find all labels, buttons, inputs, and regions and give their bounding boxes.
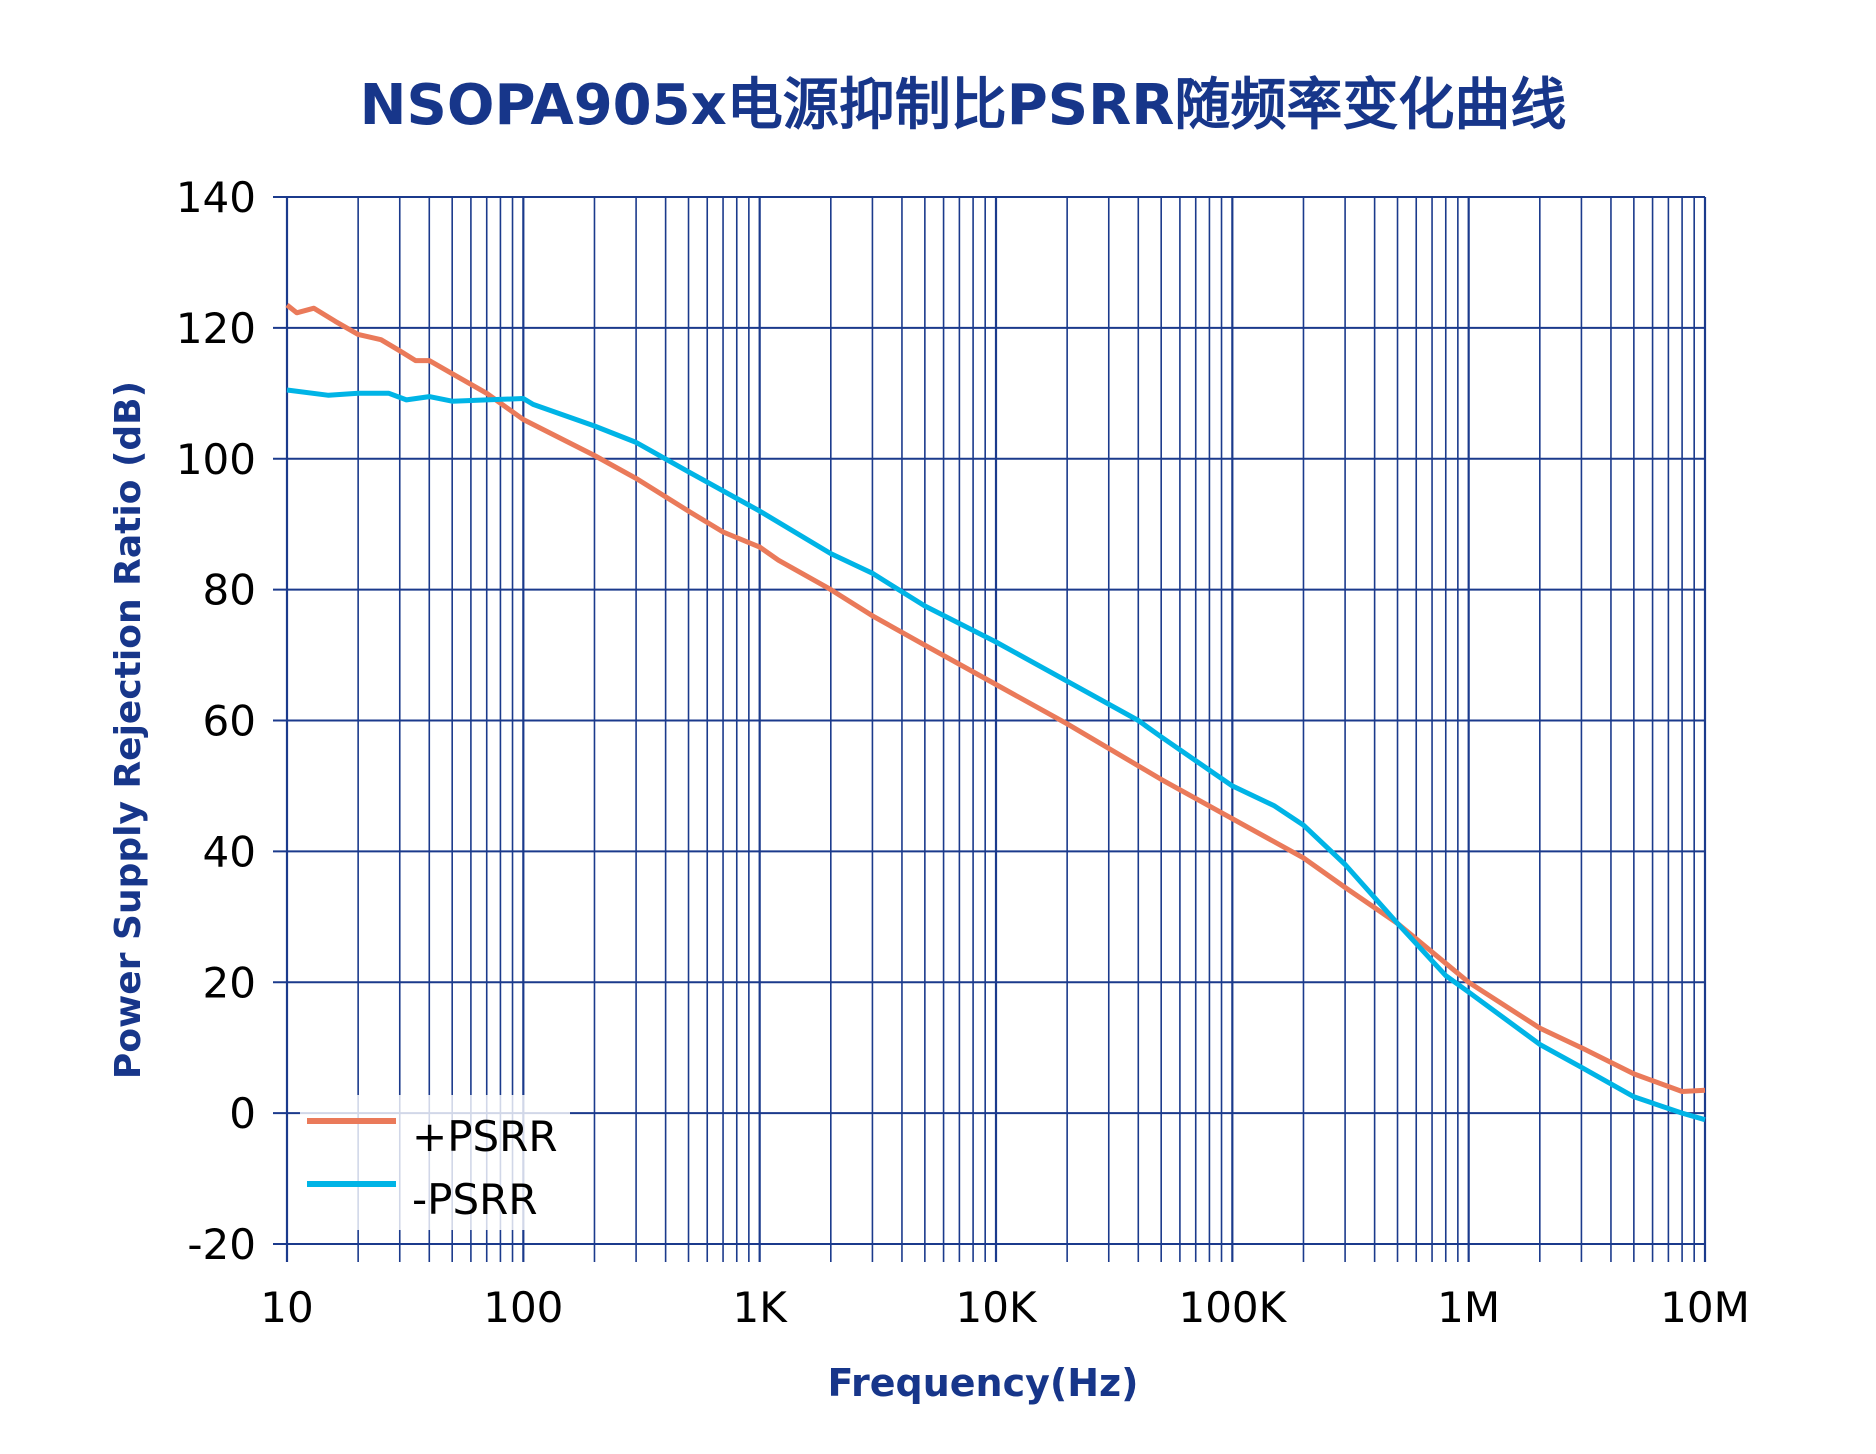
legend-background [300, 1095, 570, 1230]
x-tick-label: 100K [1178, 1283, 1287, 1332]
y-tick-label: 140 [176, 173, 256, 222]
x-tick-label: 10M [1660, 1283, 1750, 1332]
x-tick-label: 10 [260, 1283, 313, 1332]
y-tick-label: -20 [187, 1220, 256, 1269]
y-tick-label: 40 [203, 827, 256, 876]
series-line-plus-psrr [285, 303, 1706, 1094]
series-line-minus-psrr [286, 387, 1706, 1123]
legend: +PSRR -PSRR [300, 1095, 570, 1230]
grid [273, 196, 1707, 1262]
x-tick-labels: 10 100 1K 10K 100K 1M 10M [260, 1283, 1750, 1332]
y-axis-label: Power Supply Rejection Ratio (dB) [108, 381, 149, 1079]
x-tick-label: 1K [733, 1283, 789, 1332]
y-tick-label: 20 [203, 958, 256, 1007]
y-tick-label: 120 [176, 304, 256, 353]
legend-label-minus-psrr: -PSRR [412, 1175, 538, 1224]
y-tick-label: 80 [203, 566, 256, 615]
x-tick-label: 100 [483, 1283, 563, 1332]
x-axis-label: Frequency(Hz) [827, 1361, 1138, 1405]
legend-label-plus-psrr: +PSRR [412, 1112, 558, 1161]
y-tick-label: 100 [176, 435, 256, 484]
y-tick-label: 60 [203, 697, 256, 746]
x-tick-label: 10K [956, 1283, 1038, 1332]
y-tick-label: 0 [229, 1089, 256, 1138]
series-lines [285, 303, 1706, 1123]
chart-title: NSOPA905x电源抑制比PSRR随频率变化曲线 [360, 73, 1567, 138]
y-tick-labels: -20 0 20 40 60 80 100 120 140 [176, 173, 256, 1269]
x-tick-label: 1M [1437, 1283, 1500, 1332]
